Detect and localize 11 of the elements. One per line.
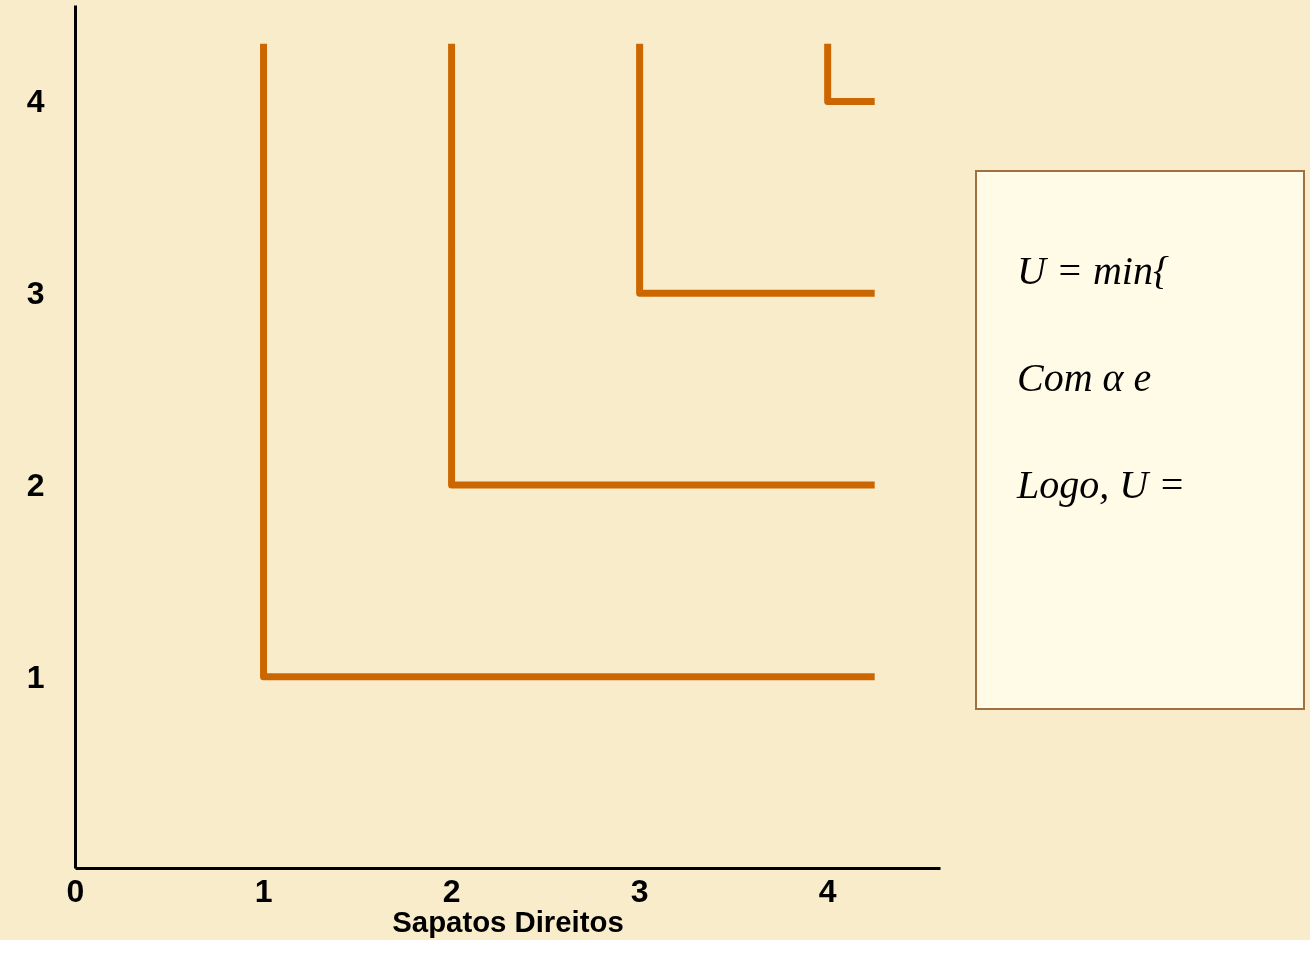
y-tick-label: 2 bbox=[26, 466, 45, 503]
text: U = min{ bbox=[1017, 247, 1170, 295]
y-tick-label: 4 bbox=[26, 83, 45, 120]
y-tick-label: 1 bbox=[26, 658, 45, 695]
text: Com α e bbox=[1017, 354, 1153, 403]
x-tick-label: 0 bbox=[66, 872, 85, 909]
text: Logo, U = bbox=[1017, 461, 1187, 510]
x-tick-label: 1 bbox=[254, 872, 273, 909]
y-tick-label: 3 bbox=[26, 275, 45, 312]
x-tick-label: 4 bbox=[818, 872, 837, 909]
x-tick-label: 3 bbox=[630, 872, 649, 909]
